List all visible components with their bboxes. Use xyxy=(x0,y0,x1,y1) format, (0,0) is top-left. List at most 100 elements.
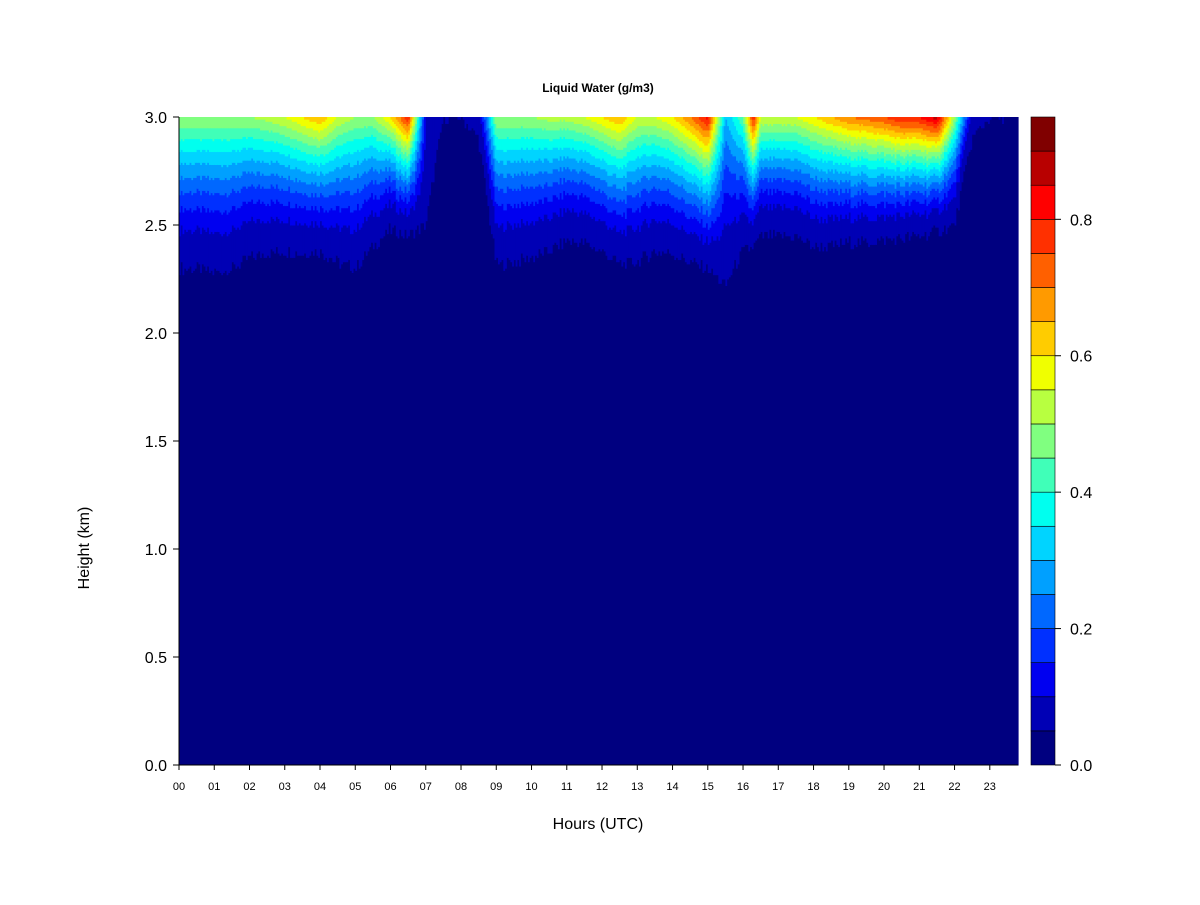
heatmap-cell xyxy=(388,158,392,168)
heatmap-cell xyxy=(179,164,182,181)
heatmap-cell xyxy=(272,173,275,187)
heatmap-cell xyxy=(885,190,889,202)
heatmap-cell xyxy=(298,255,302,766)
heatmap-cell xyxy=(557,117,561,122)
heatmap-cell xyxy=(221,274,224,766)
heatmap-cell xyxy=(376,129,379,142)
heatmap-cell xyxy=(926,166,929,174)
heatmap-cell xyxy=(275,151,279,161)
heatmap-cell xyxy=(725,140,728,166)
heatmap-cell xyxy=(563,147,566,157)
heatmap-cell xyxy=(718,151,721,166)
heatmap-cell xyxy=(700,186,704,198)
heatmap-cell xyxy=(300,207,303,226)
heatmap-cell xyxy=(228,179,231,196)
heatmap-cell xyxy=(191,194,194,213)
heatmap-cell xyxy=(381,134,385,142)
heatmap-cell xyxy=(734,155,737,174)
heatmap-cell xyxy=(831,168,834,181)
heatmap-cell xyxy=(385,149,388,159)
heatmap-cell xyxy=(610,155,614,166)
heatmap-cell xyxy=(956,121,959,131)
heatmap-cell xyxy=(265,140,268,153)
heatmap-cell xyxy=(191,164,194,181)
heatmap-cell xyxy=(628,117,631,124)
heatmap-cell xyxy=(395,168,399,178)
heatmap-cell xyxy=(277,162,281,176)
heatmap-cell xyxy=(468,129,471,766)
heatmap-cell xyxy=(757,212,760,239)
heatmap-cell xyxy=(774,158,778,170)
heatmap-cell xyxy=(862,192,866,204)
heatmap-cell xyxy=(854,175,857,185)
heatmap-cell xyxy=(295,166,298,178)
heatmap-cell xyxy=(341,145,344,157)
heatmap-cell xyxy=(690,259,693,766)
heatmap-cell xyxy=(411,162,415,172)
heatmap-cell xyxy=(554,121,557,131)
heatmap-cell xyxy=(732,138,735,157)
heatmap-cell xyxy=(954,181,957,198)
heatmap-cell xyxy=(676,145,679,155)
heatmap-cell xyxy=(750,132,753,140)
heatmap-cell xyxy=(260,257,263,766)
heatmap-cell xyxy=(344,132,348,144)
heatmap-cell xyxy=(186,138,189,153)
heatmap-cell xyxy=(270,173,274,185)
heatmap-cell xyxy=(575,123,578,133)
heatmap-cell xyxy=(647,125,651,137)
heatmap-cell xyxy=(392,147,395,155)
heatmap-cell xyxy=(402,237,406,766)
heatmap-cell xyxy=(397,140,400,148)
heatmap-cell xyxy=(750,119,753,127)
heatmap-cell xyxy=(818,171,822,183)
heatmap-cell xyxy=(698,222,702,241)
heatmap-cell xyxy=(707,229,711,245)
heatmap-cell xyxy=(362,127,365,140)
heatmap-cell xyxy=(261,201,265,222)
heatmap-cell xyxy=(357,149,360,161)
heatmap-cell xyxy=(309,162,312,174)
heatmap-cell xyxy=(783,158,786,168)
heatmap-cell xyxy=(676,173,679,185)
heatmap-cell xyxy=(677,186,681,200)
heatmap-cell xyxy=(612,117,615,122)
heatmap-cell xyxy=(311,117,314,122)
heatmap-cell xyxy=(875,127,878,135)
heatmap-cell xyxy=(855,129,859,140)
heatmap-cell xyxy=(824,203,827,220)
heatmap-cell xyxy=(312,164,316,174)
heatmap-cell xyxy=(825,173,829,183)
heatmap-cell xyxy=(912,153,915,161)
heatmap-cell xyxy=(875,186,878,196)
heatmap-cell xyxy=(512,207,515,230)
heatmap-cell xyxy=(901,216,905,241)
heatmap-cell xyxy=(838,155,841,166)
heatmap-cell xyxy=(827,151,830,161)
heatmap-cell xyxy=(839,140,843,148)
heatmap-cell xyxy=(945,125,949,133)
heatmap-cell xyxy=(274,142,277,153)
heatmap-cell xyxy=(364,158,367,172)
heatmap-cell xyxy=(399,160,402,170)
heatmap-cell xyxy=(316,123,319,131)
heatmap-cell xyxy=(288,175,291,187)
heatmap-cell xyxy=(889,153,892,161)
heatmap-cell xyxy=(180,225,184,263)
heatmap-cell xyxy=(318,147,321,157)
heatmap-cell xyxy=(774,132,778,142)
heatmap-cell xyxy=(679,186,682,200)
heatmap-cell xyxy=(586,173,589,185)
heatmap-cell xyxy=(734,125,737,142)
heatmap-cell xyxy=(556,138,559,148)
heatmap-cell xyxy=(520,253,524,766)
heatmap-cell xyxy=(561,171,564,185)
heatmap-cell xyxy=(951,138,954,148)
heatmap-cell xyxy=(316,175,319,187)
heatmap-cell xyxy=(646,117,649,127)
heatmap-cell xyxy=(281,125,284,135)
heatmap-cell xyxy=(327,196,330,213)
heatmap-cell xyxy=(258,149,261,161)
heatmap-cell xyxy=(841,117,845,122)
heatmap-cell xyxy=(624,203,628,220)
